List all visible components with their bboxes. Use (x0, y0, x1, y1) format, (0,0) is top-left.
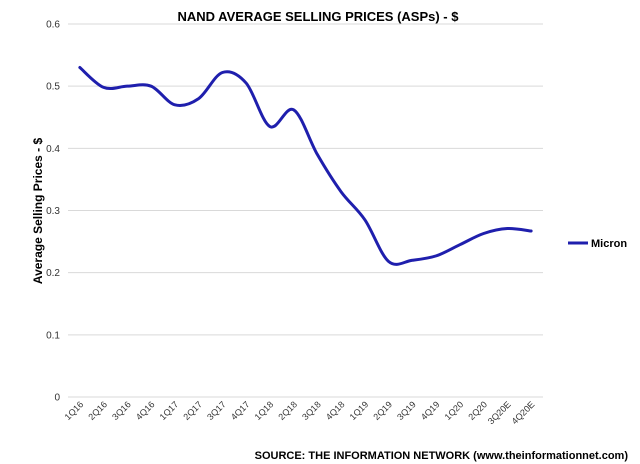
x-tick-label: 2Q19 (371, 399, 394, 422)
x-tick-label: 4Q16 (134, 399, 157, 422)
x-tick-label: 3Q20E (486, 399, 513, 426)
x-tick-label: 3Q17 (205, 399, 228, 422)
x-tick-label: 3Q18 (300, 399, 323, 422)
x-tick-label: 2Q17 (181, 399, 204, 422)
x-tick-label: 4Q19 (419, 399, 442, 422)
y-tick-label: 0.5 (46, 82, 60, 93)
x-tick-label: 1Q17 (158, 399, 181, 422)
y-tick-label: 0.1 (46, 330, 60, 341)
x-tick-label: 2Q18 (276, 399, 299, 422)
x-tick-label: 3Q16 (110, 399, 133, 422)
series-layer (78, 66, 533, 266)
x-tick-label: 1Q16 (63, 399, 86, 422)
x-tick-label: 1Q19 (348, 399, 371, 422)
legend: Micron (568, 238, 627, 250)
y-axis-ticks: 0 0.1 0.2 0.3 0.4 0.5 0.6 (46, 20, 60, 404)
x-tick-label: 1Q20 (443, 399, 466, 422)
source-note: SOURCE: THE INFORMATION NETWORK (www.the… (255, 450, 629, 462)
y-tick-label: 0.4 (46, 144, 60, 155)
y-tick-label: 0.3 (46, 206, 60, 217)
x-tick-label: 2Q16 (86, 399, 109, 422)
x-tick-label: 4Q17 (229, 399, 252, 422)
legend-label-micron: Micron (591, 238, 627, 250)
series-line-micron (78, 66, 533, 266)
y-axis-label: Average Selling Prices - $ (31, 138, 45, 285)
x-tick-label: 4Q20E (510, 399, 537, 426)
x-tick-label: 3Q19 (395, 399, 418, 422)
y-tick-label: 0.2 (46, 268, 60, 279)
chart-title: NAND AVERAGE SELLING PRICES (ASPs) - $ (178, 9, 460, 24)
x-tick-label: 1Q18 (253, 399, 276, 422)
x-axis-ticks: 1Q16 2Q16 3Q16 4Q16 1Q17 2Q17 3Q17 4Q17 1Q18 2Q18… (63, 399, 537, 426)
y-tick-label: 0 (54, 393, 60, 404)
grid-lines (68, 23, 543, 398)
x-tick-label: 4Q18 (324, 399, 347, 422)
y-tick-label: 0.6 (46, 20, 60, 31)
